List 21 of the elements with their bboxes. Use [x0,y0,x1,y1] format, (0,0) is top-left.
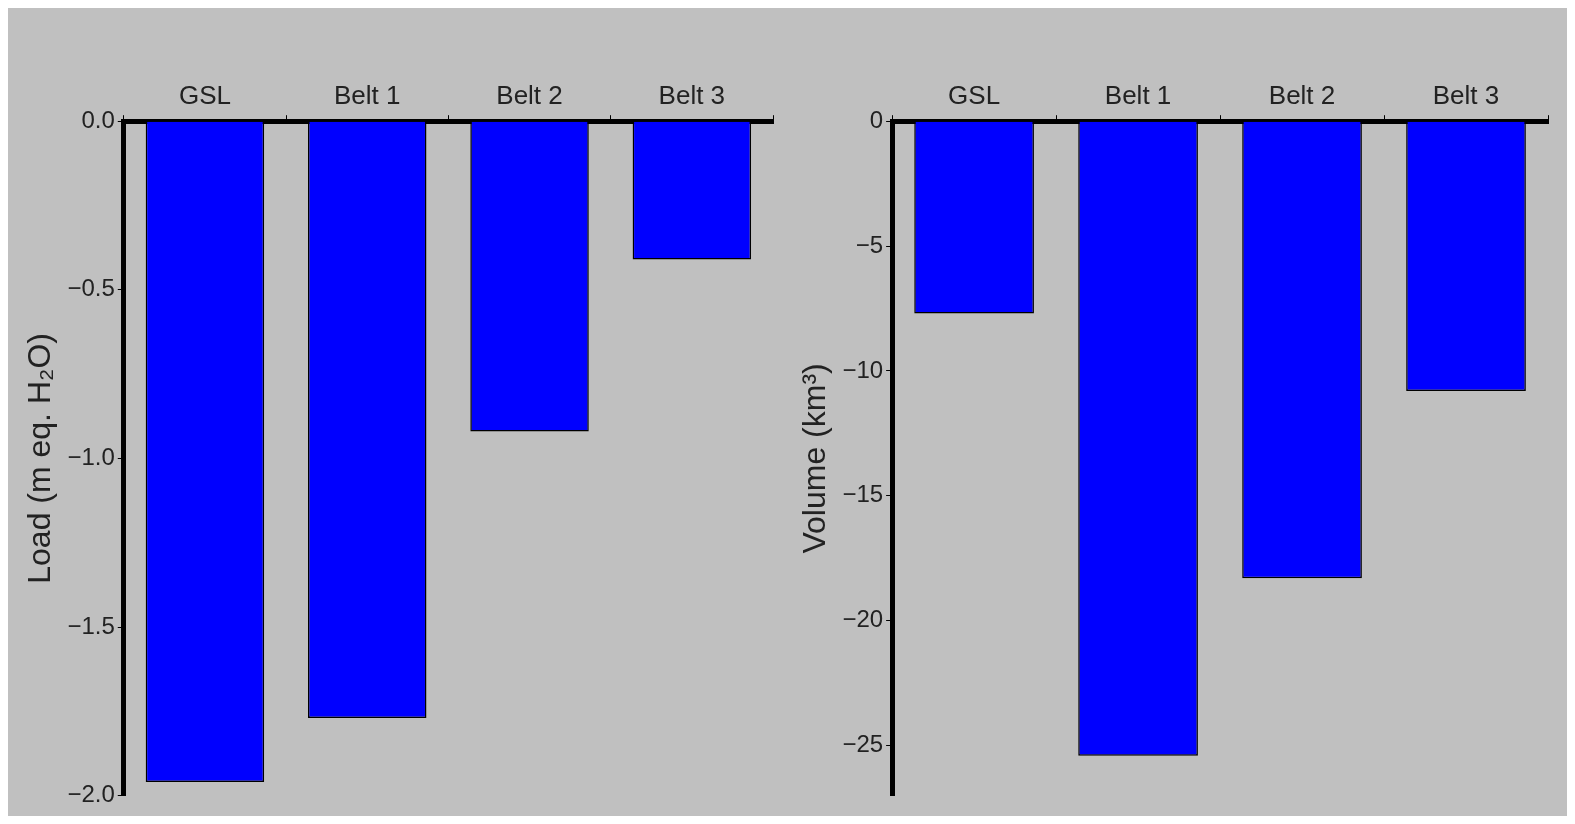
y-tick-label: −1.5 [67,611,115,639]
x-tick-label: GSL [178,79,231,110]
y-axis-title: Load (m eq. H₂O) [21,333,58,584]
y-tick-label: −10 [842,355,884,383]
x-tick-label: Belt 3 [658,79,726,110]
y-tick-label: −0.5 [67,274,115,302]
x-tick-label: Belt 1 [333,79,401,110]
y-tick-label: −20 [842,605,884,633]
y-tick-label: −1.0 [67,443,115,471]
y-tick-label: −25 [842,730,884,758]
x-tick-label: Belt 2 [1268,79,1336,110]
y-tick-label: 0.0 [81,105,115,133]
y-tick-label: −2.0 [67,780,115,808]
y-axis-title: Volume (km³) [796,363,833,554]
y-tick-label: 0 [869,105,884,133]
y-tick-label: −15 [842,480,884,508]
x-tick-label: Belt 1 [1104,79,1172,110]
x-tick-label: GSL [948,79,1001,110]
y-tick-label: −5 [855,230,884,258]
x-tick-label: Belt 2 [496,79,563,110]
x-tick-label: Belt 3 [1432,79,1500,110]
